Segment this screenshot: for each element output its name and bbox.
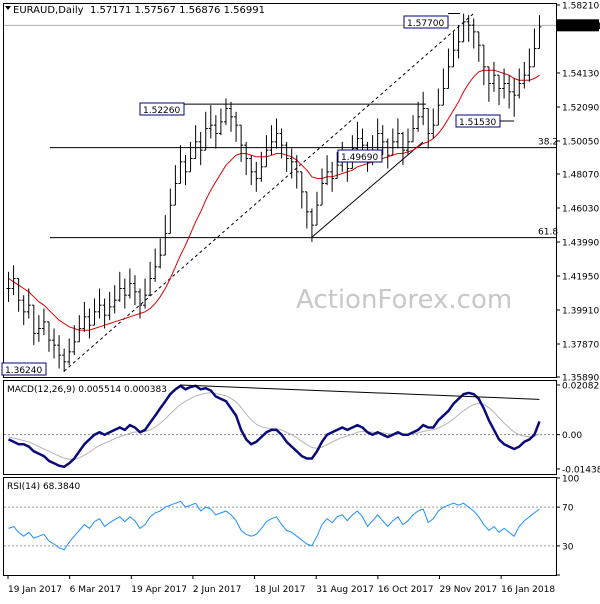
x-axis-label: 16 Jan 2018	[501, 585, 555, 595]
macd-axis-label: -0.014386	[562, 465, 600, 475]
high-price-label-box	[403, 15, 449, 29]
chart-header: EURAUD,Daily 1.57171 1.57567 1.56876 1.5…	[5, 5, 265, 16]
rsi-axis-label: 30	[562, 542, 574, 552]
recent-low-price-label: 1.51530	[459, 118, 496, 128]
rsi-panel-frame	[3, 477, 557, 576]
fib-382-label: 38.2	[538, 138, 558, 148]
peak-price-label-box	[139, 102, 185, 116]
x-axis-label: 29 Nov 2017	[439, 585, 497, 595]
fib-618-label: 61.8	[538, 228, 558, 238]
x-axis-label: 19 Jan 2017	[8, 585, 62, 595]
header-down-triangle-icon	[5, 6, 11, 10]
price-axis-label: 1.41950	[562, 273, 599, 283]
ohlc-readout: 1.57171 1.57567 1.56876 1.56991	[90, 5, 265, 16]
x-axis-label: 18 Jul 2017	[255, 585, 306, 595]
rsi-axis-label: 70	[562, 504, 574, 514]
price-axis-label: 1.58210	[562, 2, 599, 12]
dashed-trendline	[63, 13, 474, 372]
moving-average-line	[8, 69, 540, 331]
price-axis-label: 1.35890	[562, 374, 599, 384]
x-axis-label: 16 Oct 2017	[378, 585, 434, 595]
rsi-line	[8, 500, 540, 551]
price-axis-label: 1.43990	[562, 239, 599, 249]
macd-line	[7, 384, 541, 469]
low-price-label: 1.36240	[5, 366, 42, 376]
watermark: ActionForex.com	[296, 285, 512, 315]
price-axis-label: 1.48070	[562, 171, 599, 181]
mid-price-label-box	[337, 149, 383, 163]
price-axis-label: 1.37870	[562, 341, 599, 351]
rsi-indicator-label: RSI(14) 68.3840	[7, 482, 80, 492]
x-axis-label: 31 Aug 2017	[316, 585, 374, 595]
price-axis-label: 1.52090	[562, 104, 599, 114]
macd-indicator-label: MACD(12,26,9) 0.005514 0.000383	[7, 385, 167, 395]
macd-axis-label: 0.020827	[562, 381, 600, 391]
last-price-label: 1.56991	[561, 22, 600, 32]
macd-signal-line	[8, 392, 540, 460]
channel-support-line	[311, 141, 424, 238]
price-axis-label: 1.50050	[562, 138, 599, 148]
peak-price-label: 1.52260	[143, 106, 180, 116]
high-price-label: 1.57700	[407, 19, 444, 29]
macd-divergence-line	[180, 384, 540, 400]
last-price-box	[557, 19, 599, 32]
price-axis-label: 1.54130	[562, 70, 599, 80]
low-price-label-box	[1, 362, 47, 376]
price-axis-label: 1.39910	[562, 307, 599, 317]
x-axis-label: 19 Apr 2017	[131, 585, 187, 595]
symbol-label: EURAUD,Daily	[13, 5, 84, 16]
rsi-axis-label: 100	[562, 475, 579, 485]
x-axis-label: 6 Mar 2017	[70, 585, 121, 595]
mid-price-label: 1.49690	[341, 153, 378, 163]
x-axis-label: 2 Jun 2017	[193, 585, 241, 595]
price-panel-frame	[3, 3, 557, 378]
macd-axis-label: 0.00	[562, 431, 582, 441]
price-axis-label: 1.46030	[562, 205, 599, 215]
